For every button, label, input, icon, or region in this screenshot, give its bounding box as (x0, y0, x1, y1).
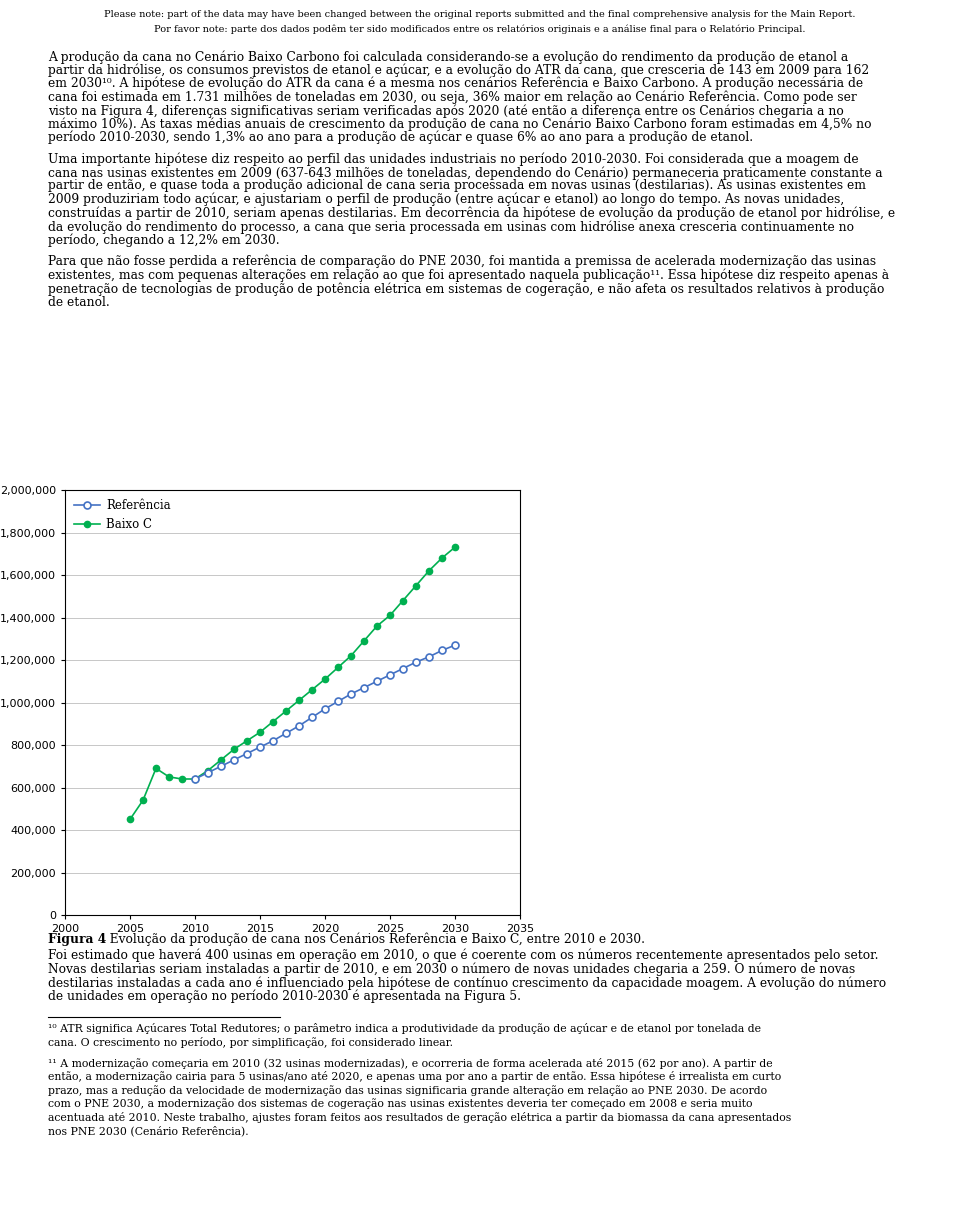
Text: A produção da cana no Cenário Baixo Carbono foi calculada considerando-se a evol: A produção da cana no Cenário Baixo Carb… (48, 50, 849, 63)
Baixo C (384, 608, 396, 623)
Text: penetração de tecnologias de produção de potência elétrica em sistemas de cogera: penetração de tecnologias de produção de… (48, 282, 884, 295)
Text: período 2010-2030, sendo 1,3% ao ano para a produção de açúcar e quase 6% ao ano: período 2010-2030, sendo 1,3% ao ano par… (48, 131, 754, 144)
Line: Baixo C: Baixo C (127, 545, 458, 823)
Referência (203, 766, 214, 780)
Text: então, a modernização cairia para 5 usinas/ano até 2020, e apenas uma por ano a : então, a modernização cairia para 5 usin… (48, 1072, 781, 1083)
Referência (358, 680, 370, 695)
Referência (293, 718, 304, 733)
Referência (228, 752, 240, 767)
Referência (397, 662, 409, 676)
Referência (372, 674, 383, 689)
Baixo C (280, 703, 292, 718)
Baixo C (241, 734, 252, 748)
Baixo C (267, 714, 278, 729)
Text: Please note: part of the data may have been changed between the original reports: Please note: part of the data may have b… (105, 10, 855, 20)
Text: prazo, mas a redução da velocidade de modernização das usinas significaria grand: prazo, mas a redução da velocidade de mo… (48, 1085, 767, 1095)
Baixo C (410, 579, 421, 593)
Referência (384, 668, 396, 683)
Text: existentes, mas com pequenas alterações em relação ao que foi apresentado naquel: existentes, mas com pequenas alterações … (48, 269, 889, 282)
Baixo C (306, 683, 318, 697)
Text: ¹⁰ ATR significa Açúcares Total Redutores; o parâmetro indica a produtividade da: ¹⁰ ATR significa Açúcares Total Redutore… (48, 1023, 761, 1034)
Referência (346, 686, 357, 701)
Text: Uma importante hipótese diz respeito ao perfil das unidades industriais no perío: Uma importante hipótese diz respeito ao … (48, 153, 858, 166)
Baixo C (423, 563, 435, 578)
Referência (241, 746, 252, 761)
Baixo C (346, 648, 357, 663)
Baixo C (320, 672, 331, 686)
Baixo C (293, 694, 304, 708)
Referência (436, 643, 447, 658)
Text: Foi estimado que haverá 400 usinas em operação em 2010, o que é coerente com os : Foi estimado que haverá 400 usinas em op… (48, 949, 878, 962)
Baixo C (332, 661, 344, 675)
Text: visto na Figura 4, diferenças significativas seriam verificadas após 2020 (até e: visto na Figura 4, diferenças significat… (48, 104, 844, 117)
Referência (410, 654, 421, 669)
Text: máximo 10%). As taxas médias anuais de crescimento da produção de cana no Cenári: máximo 10%). As taxas médias anuais de c… (48, 117, 872, 131)
Referência (189, 772, 201, 786)
Text: ¹¹ A modernização começaria em 2010 (32 usinas modernizadas), e ocorreria de for: ¹¹ A modernização começaria em 2010 (32 … (48, 1059, 773, 1070)
Text: cana foi estimada em 1.731 milhões de toneladas em 2030, ou seja, 36% maior em r: cana foi estimada em 1.731 milhões de to… (48, 90, 856, 104)
Text: construídas a partir de 2010, seriam apenas destilarias. Em decorrência da hipót: construídas a partir de 2010, seriam ape… (48, 206, 895, 220)
Text: partir da hidrólise, os consumos previstos de etanol e açúcar, e a evolução do A: partir da hidrólise, os consumos previst… (48, 63, 869, 77)
Text: em 2030¹⁰. A hipótese de evolução do ATR da cana é a mesma nos cenários Referênc: em 2030¹⁰. A hipótese de evolução do ATR… (48, 77, 863, 90)
Text: cana nas usinas existentes em 2009 (637-643 milhões de toneladas, dependendo do : cana nas usinas existentes em 2009 (637-… (48, 166, 882, 179)
Referência (320, 702, 331, 717)
Baixo C (177, 772, 188, 786)
Text: com o PNE 2030, a modernização dos sistemas de cogeração nas usinas existentes d: com o PNE 2030, a modernização dos siste… (48, 1099, 753, 1110)
Baixo C (163, 769, 175, 784)
Referência (423, 650, 435, 664)
Baixo C (124, 812, 135, 827)
Line: Referência: Referência (192, 642, 459, 783)
Baixo C (254, 725, 266, 740)
Referência (449, 637, 461, 652)
Baixo C (358, 634, 370, 648)
Text: Para que não fosse perdida a referência de comparação do PNE 2030, foi mantida a: Para que não fosse perdida a referência … (48, 255, 876, 269)
Referência (280, 726, 292, 741)
Baixo C (203, 763, 214, 778)
Baixo C (397, 593, 409, 608)
Text: . Evolução da produção de cana nos Cenários Referência e Baixo C, entre 2010 e 2: . Evolução da produção de cana nos Cenár… (102, 933, 645, 946)
Text: acentuada até 2010. Neste trabalho, ajustes foram feitos aos resultados de geraç: acentuada até 2010. Neste trabalho, ajus… (48, 1112, 791, 1123)
Text: destilarias instaladas a cada ano é influenciado pela hipótese de contínuo cresc: destilarias instaladas a cada ano é infl… (48, 976, 886, 989)
Referência (215, 759, 227, 774)
Text: de etanol.: de etanol. (48, 295, 109, 309)
Baixo C (189, 772, 201, 786)
Legend: Referência, Baixo C: Referência, Baixo C (71, 496, 175, 535)
Text: partir de então, e quase toda a produção adicional de cana seria processada em n: partir de então, e quase toda a produção… (48, 179, 866, 193)
Text: período, chegando a 12,2% em 2030.: período, chegando a 12,2% em 2030. (48, 233, 279, 247)
Baixo C (151, 761, 162, 775)
Referência (254, 740, 266, 755)
Text: nos PNE 2030 (Cenário Referência).: nos PNE 2030 (Cenário Referência). (48, 1126, 249, 1137)
Baixo C (449, 540, 461, 554)
Text: da evolução do rendimento do processo, a cana que seria processada em usinas com: da evolução do rendimento do processo, a… (48, 220, 854, 233)
Text: 2009 produziriam todo açúcar, e ajustariam o perfil de produção (entre açúcar e : 2009 produziriam todo açúcar, e ajustari… (48, 193, 844, 206)
Baixo C (137, 792, 149, 807)
Baixo C (228, 742, 240, 757)
Text: Por favor note: parte dos dados podêm ter sido modificados entre os relatórios o: Por favor note: parte dos dados podêm te… (155, 24, 805, 33)
Text: Novas destilarias seriam instaladas a partir de 2010, e em 2030 o número de nova: Novas destilarias seriam instaladas a pa… (48, 962, 855, 976)
Baixo C (436, 551, 447, 565)
Baixo C (372, 619, 383, 634)
Text: cana. O crescimento no período, por simplificação, foi considerado linear.: cana. O crescimento no período, por simp… (48, 1037, 453, 1048)
Text: Figura 4: Figura 4 (48, 933, 107, 946)
Referência (332, 694, 344, 708)
Baixo C (215, 752, 227, 767)
Referência (306, 711, 318, 725)
Referência (267, 734, 278, 748)
Text: de unidades em operação no período 2010-2030 é apresentada na Figura 5.: de unidades em operação no período 2010-… (48, 989, 521, 1002)
